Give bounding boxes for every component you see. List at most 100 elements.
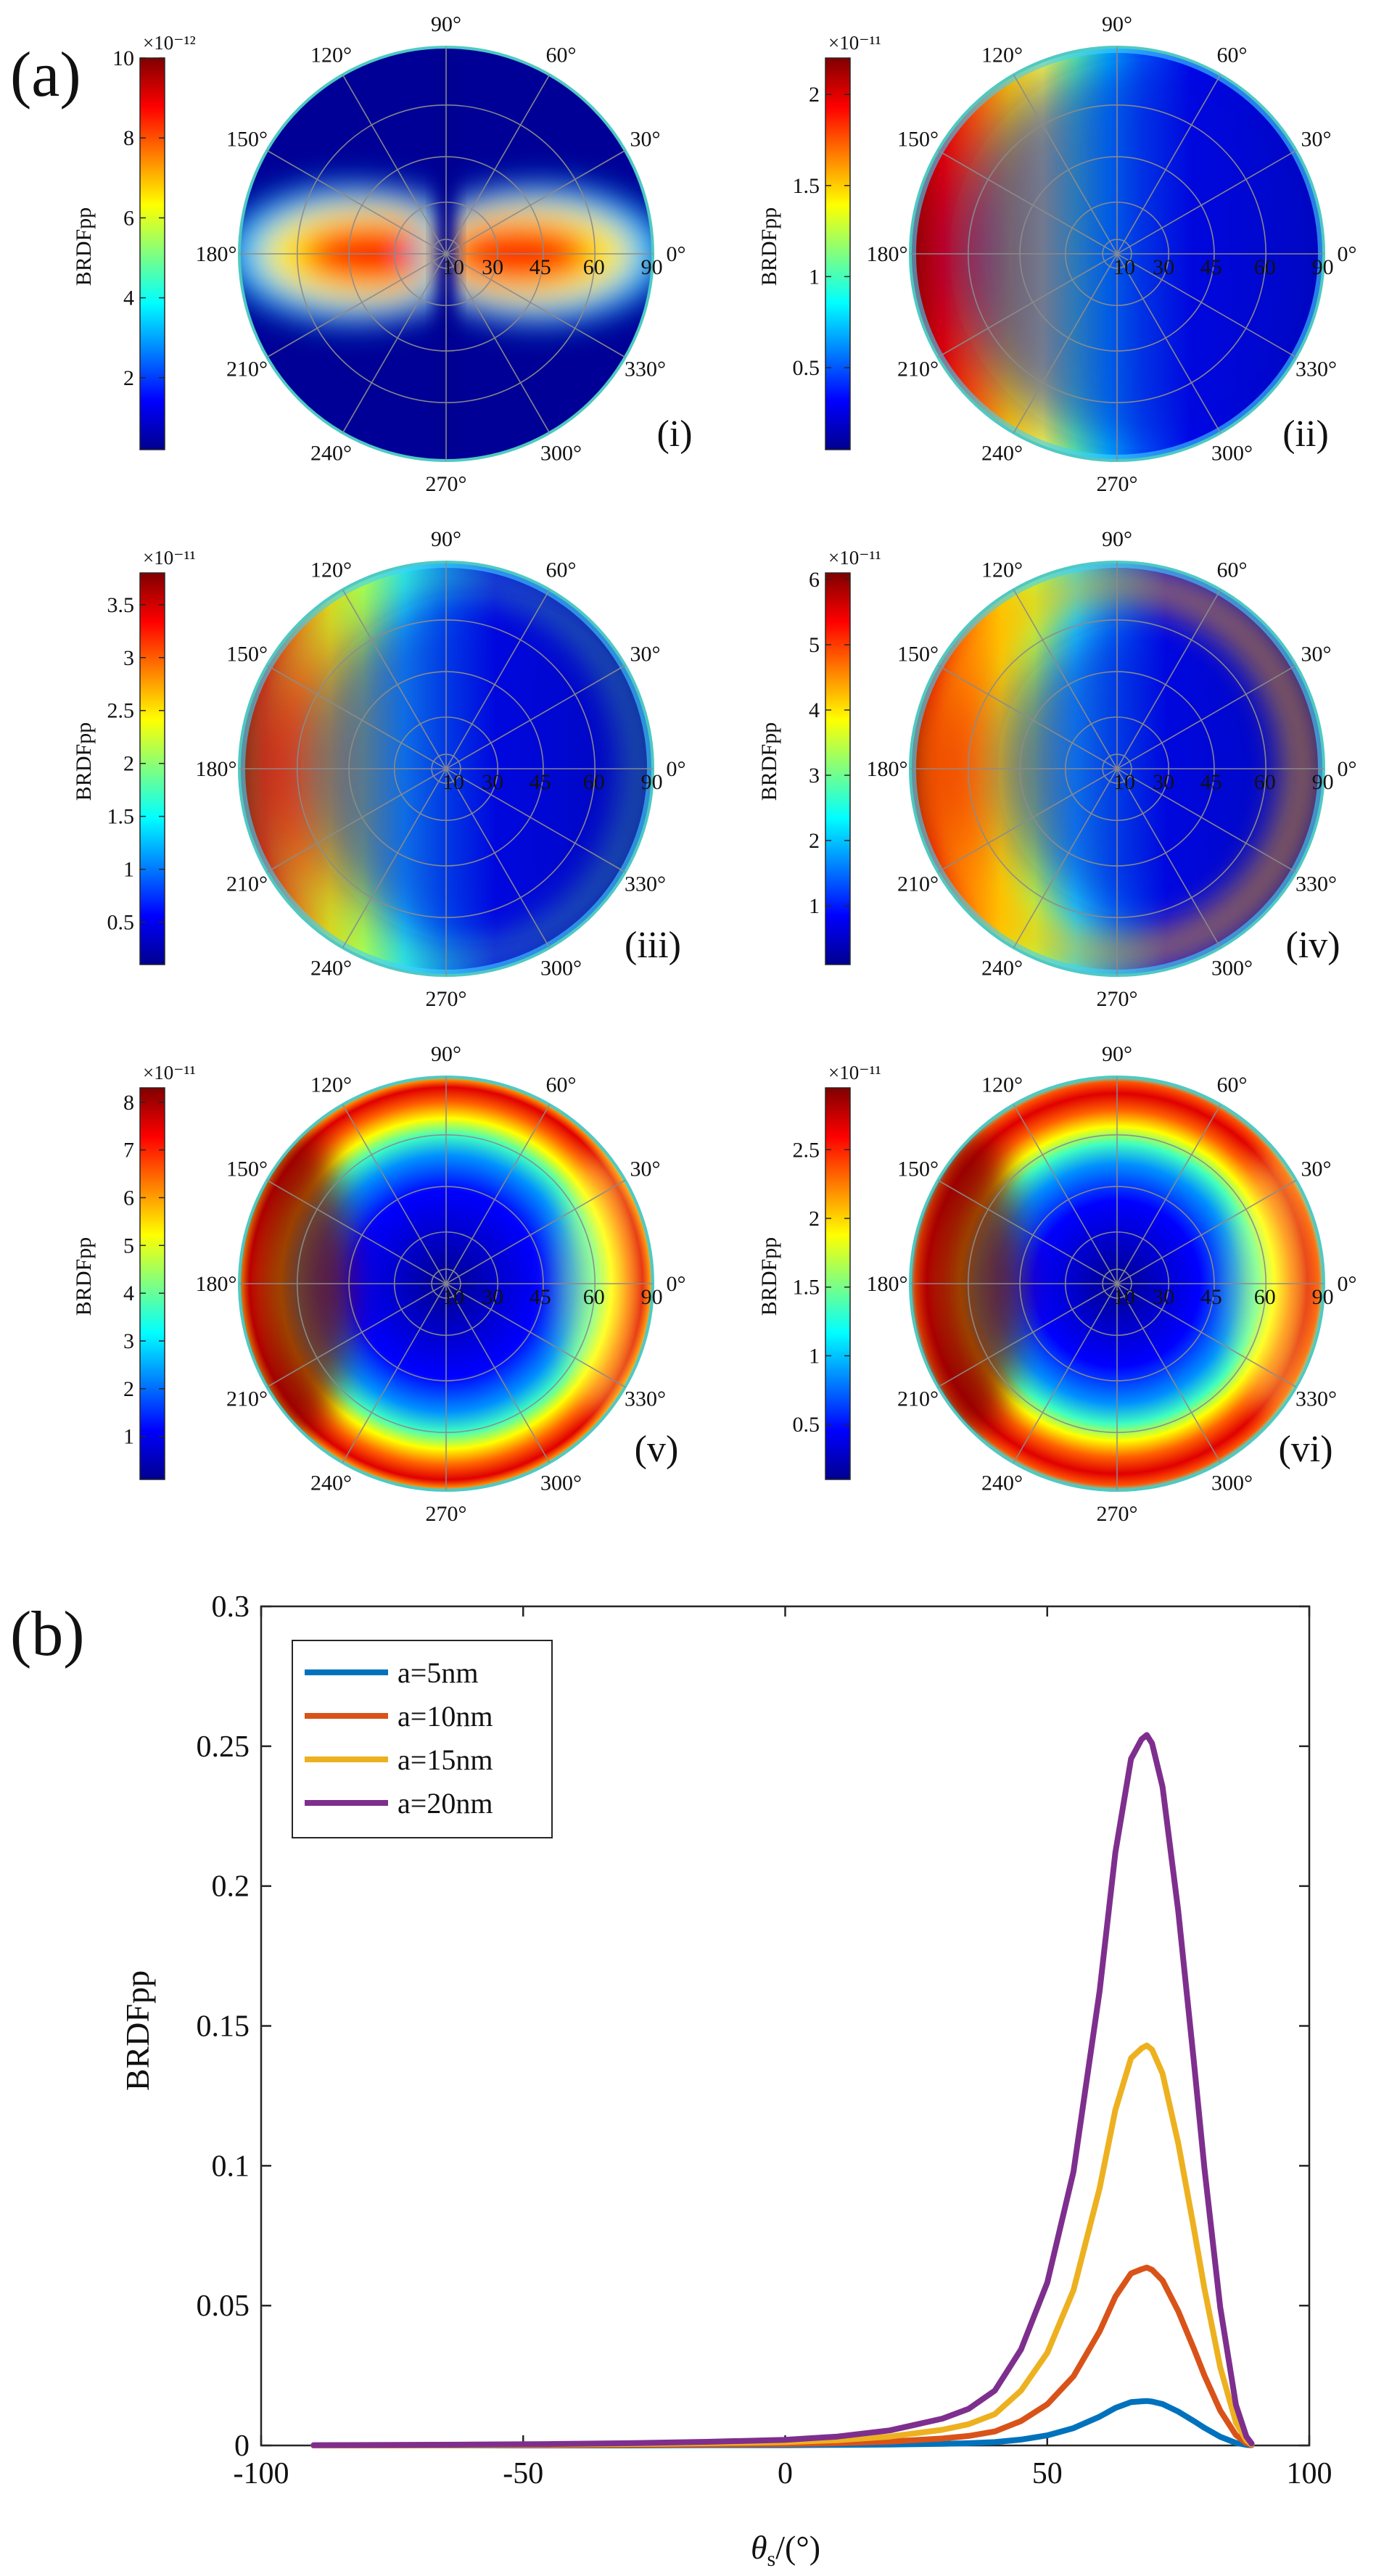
- colorbar-tick-label: 3: [123, 1329, 134, 1353]
- angle-label: 240°: [981, 1471, 1023, 1495]
- x-axis-label-unit: /(°): [775, 2529, 820, 2566]
- polar-ring: [296, 619, 596, 918]
- polar-spoke: [266, 664, 626, 873]
- colorbar-title: BRDFpp: [72, 722, 96, 801]
- radial-label: 30: [482, 1285, 503, 1309]
- radial-label: 60: [583, 770, 605, 794]
- angle-label: 30°: [1301, 128, 1332, 152]
- angle-label: 210°: [897, 358, 939, 381]
- angle-label: 0°: [667, 757, 686, 781]
- angle-label: 180°: [196, 757, 237, 781]
- radial-label: 60: [1254, 255, 1276, 279]
- colorbar-exponent: ×10⁻¹¹: [143, 1062, 196, 1083]
- legend-entry: a=20nm: [397, 1787, 493, 1820]
- colorbar-tick-label: 1.5: [793, 1276, 820, 1300]
- radial-label: 30: [1153, 255, 1174, 279]
- colorbar-tick-label: 10: [112, 46, 134, 70]
- angle-label: 90°: [1102, 527, 1132, 551]
- colorbar-exponent: ×10⁻¹¹: [828, 1062, 881, 1083]
- radial-label: 90: [641, 255, 663, 279]
- angle-label: 210°: [226, 872, 268, 896]
- y-tick-label: 0.15: [197, 2010, 250, 2044]
- polar-ring: [348, 671, 544, 867]
- colorbar-tick-label: 6: [123, 1186, 134, 1210]
- polar-ring: [968, 104, 1267, 403]
- angle-label: 30°: [630, 1157, 661, 1181]
- polar-ring: [1019, 1186, 1215, 1382]
- x-tick-label: 50: [1032, 2457, 1063, 2490]
- angle-label: 0°: [1338, 757, 1357, 781]
- colorbar-title: BRDFpp: [757, 207, 781, 286]
- colorbar-tick-label: 2.5: [793, 1138, 820, 1162]
- polar-ring: [296, 1134, 596, 1434]
- y-tick-label: 0.05: [197, 2290, 250, 2323]
- angle-label: 30°: [1301, 1157, 1332, 1181]
- polar-ring: [1064, 716, 1170, 822]
- colorbar-tick-label: 7: [123, 1139, 134, 1163]
- angle-label: 300°: [540, 1471, 582, 1495]
- colorbar-title: BRDFpp: [72, 207, 96, 286]
- polar-ring: [1064, 201, 1170, 307]
- angle-label: 270°: [1097, 1502, 1138, 1526]
- x-tick-label: 100: [1287, 2457, 1332, 2490]
- angle-label: 210°: [226, 1387, 268, 1411]
- angle-label: 180°: [867, 757, 908, 781]
- line-chart: -100 -50 0 50 100 0 0.05 0.1 0.15 0.2 0.25 0.3 BRDF…: [119, 1590, 1332, 2571]
- angle-label: 120°: [981, 43, 1023, 67]
- polar-ring: [1019, 156, 1215, 352]
- angle-label: 180°: [196, 1272, 237, 1296]
- colorbar-exponent: ×10⁻¹²: [143, 32, 196, 54]
- radial-label: 45: [530, 255, 551, 279]
- angle-label: 90°: [431, 12, 461, 36]
- colorbar-tick-label: 4: [809, 698, 820, 722]
- radial-label: 45: [1200, 255, 1222, 279]
- radial-label: 10: [1113, 770, 1135, 794]
- colorbar-tick-label: 2: [809, 1207, 820, 1231]
- angle-label: 90°: [1102, 1042, 1132, 1066]
- colorbar-tick-label: 3.5: [107, 593, 135, 617]
- x-tick-label: 0: [778, 2457, 793, 2490]
- colorbar-exponent: ×10⁻¹¹: [143, 547, 196, 569]
- y-tick-label: 0: [234, 2430, 250, 2463]
- colorbar: [825, 57, 851, 450]
- polar-grid: [910, 47, 1324, 461]
- angle-label: 150°: [226, 128, 268, 152]
- angle-label: 270°: [426, 1502, 467, 1526]
- angle-label: 180°: [196, 242, 237, 266]
- angle-label: 60°: [546, 1073, 577, 1097]
- polar-ring: [393, 716, 499, 822]
- polar-ring: [968, 1134, 1267, 1434]
- angle-label: 30°: [630, 643, 661, 666]
- angle-label: 240°: [981, 442, 1023, 466]
- series-group: [310, 1732, 1255, 2448]
- angle-label: 330°: [1295, 358, 1337, 381]
- angle-label: 0°: [667, 1272, 686, 1296]
- angle-label: 150°: [897, 643, 939, 666]
- angle-label: 150°: [226, 1157, 268, 1181]
- angle-label: 120°: [981, 558, 1023, 582]
- subplot-label: (vi): [1278, 1429, 1332, 1470]
- polar-grid: [239, 1077, 653, 1490]
- legend-entry: a=5nm: [397, 1656, 478, 1689]
- radial-label: 30: [482, 255, 503, 279]
- polar-ring: [431, 754, 461, 784]
- angle-label: 60°: [546, 558, 577, 582]
- radial-label: 45: [530, 1285, 551, 1309]
- colorbar-tick-label: 4: [123, 1281, 134, 1305]
- angle-label: 330°: [625, 358, 666, 381]
- colorbar-tick-label: 2.5: [107, 699, 135, 723]
- colorbar: [825, 572, 851, 965]
- polar-ring: [1064, 1231, 1170, 1337]
- subplot-label: (v): [635, 1429, 679, 1470]
- radial-label: 90: [1312, 770, 1334, 794]
- polar-spoke: [937, 664, 1297, 873]
- angle-label: 150°: [226, 643, 268, 666]
- colorbar-tick-label: 2: [809, 829, 820, 853]
- y-tick-label: 0.2: [212, 1870, 250, 1904]
- angle-label: 60°: [1217, 1073, 1248, 1097]
- angle-label: 180°: [867, 242, 908, 266]
- polar-ring: [431, 239, 461, 269]
- polar-grid: [910, 562, 1324, 975]
- polar-grid: [239, 47, 653, 461]
